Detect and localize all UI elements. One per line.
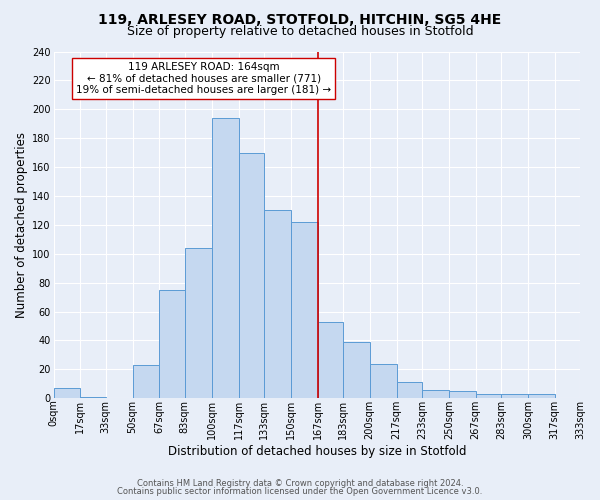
Bar — [397, 382, 422, 398]
Text: Contains HM Land Registry data © Crown copyright and database right 2024.: Contains HM Land Registry data © Crown c… — [137, 478, 463, 488]
Text: Contains public sector information licensed under the Open Government Licence v3: Contains public sector information licen… — [118, 487, 482, 496]
Bar — [501, 394, 528, 398]
Bar — [80, 396, 106, 398]
Bar — [476, 394, 501, 398]
Bar — [133, 365, 160, 398]
Bar — [343, 342, 370, 398]
Y-axis label: Number of detached properties: Number of detached properties — [15, 132, 28, 318]
Bar — [422, 390, 449, 398]
Bar — [264, 210, 291, 398]
Bar — [239, 152, 264, 398]
Bar — [160, 290, 185, 398]
Bar — [53, 388, 80, 398]
Text: 119, ARLESEY ROAD, STOTFOLD, HITCHIN, SG5 4HE: 119, ARLESEY ROAD, STOTFOLD, HITCHIN, SG… — [98, 12, 502, 26]
Bar — [449, 391, 476, 398]
Text: Size of property relative to detached houses in Stotfold: Size of property relative to detached ho… — [127, 25, 473, 38]
Bar — [291, 222, 317, 398]
Bar — [212, 118, 239, 398]
X-axis label: Distribution of detached houses by size in Stotfold: Distribution of detached houses by size … — [167, 444, 466, 458]
Bar — [528, 394, 555, 398]
Bar — [370, 364, 397, 398]
Bar — [317, 322, 343, 398]
Bar — [185, 248, 212, 398]
Text: 119 ARLESEY ROAD: 164sqm
← 81% of detached houses are smaller (771)
19% of semi-: 119 ARLESEY ROAD: 164sqm ← 81% of detach… — [76, 62, 331, 95]
